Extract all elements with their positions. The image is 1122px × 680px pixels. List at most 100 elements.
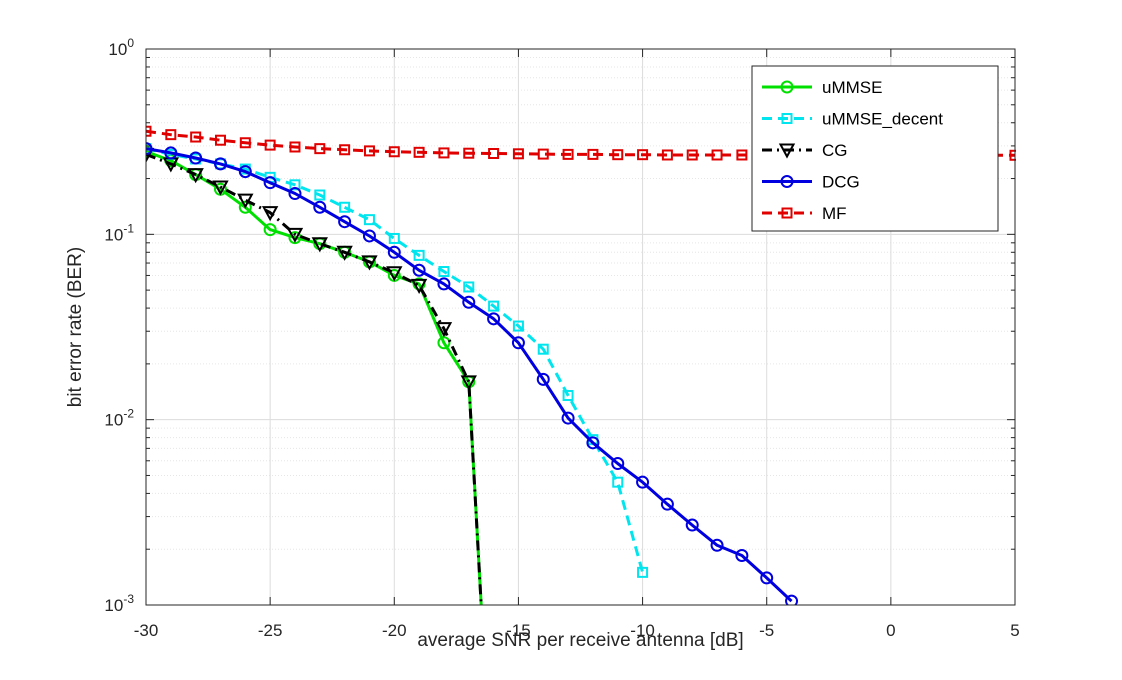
data-point [438,147,450,159]
data-point [239,137,251,149]
data-point [413,249,425,261]
legend-label: MF [822,204,847,223]
legend-marker [781,207,793,219]
legend-item: MF [762,204,847,223]
x-tick-label: -30 [134,621,159,640]
legend: uMMSE uMMSE_decent CG DCG MF [751,65,999,232]
data-point [214,134,226,146]
data-point [263,223,277,237]
series-line [146,147,793,603]
axis-ticks [145,48,1016,606]
data-point [339,201,351,213]
legend-label: uMMSE [822,78,882,97]
data-point [412,263,426,277]
data-point [488,300,500,312]
data-point [338,215,352,229]
data-point [313,200,327,214]
data-point [288,187,302,201]
data-point [212,180,229,196]
data-point [587,148,599,160]
data-point [314,143,326,155]
data-point [264,139,276,151]
y-tick-label: 10-3 [104,592,134,615]
minor-grid [146,56,1015,550]
data-point [636,475,650,489]
data-point [536,372,550,386]
data-point [488,147,500,159]
data-point [339,144,351,156]
data-point [165,129,177,141]
data-point [611,457,625,471]
data-point [562,390,574,402]
data-point [190,131,202,143]
y-tick-label: 10-2 [104,407,134,430]
x-tick-labels: -30 -25 -20 -15 -10 -5 0 5 [134,621,1020,640]
data-point [164,146,178,160]
legend-marker [781,113,793,124]
data-point [388,146,400,158]
data-point [289,141,301,153]
data-point [462,295,476,309]
x-tick-label: -10 [630,621,655,640]
data-point [637,149,649,161]
x-axis-label: average SNR per receive antenna [dB] [417,630,743,651]
data-point [586,436,600,450]
data-point [146,147,155,163]
data-point [386,266,403,282]
data-point [413,146,425,158]
y-tick-label: 100 [108,36,134,59]
data-point [187,168,204,184]
data-point [437,336,451,350]
legend-item: DCG [762,173,860,192]
data-point [736,149,748,161]
data-point [511,336,525,350]
data-point [336,245,353,261]
data-point [361,255,378,271]
data-point [685,518,699,532]
data-point [437,277,451,291]
data-point [512,148,524,160]
x-tick-label: -5 [759,621,774,640]
legend-item: CG [762,141,848,160]
y-axis-label: bit error rate (BER) [65,247,86,407]
legend-marker [778,143,796,159]
data-point [238,165,252,179]
legend-item: uMMSE [762,78,882,97]
data-point [686,149,698,161]
data-point [363,145,375,157]
data-point [463,147,475,159]
y-tick-label: 10-1 [104,221,134,244]
data-point [311,237,328,253]
x-tick-label: 0 [886,621,895,640]
data-point [537,343,549,355]
data-point [438,266,450,278]
data-point [562,148,574,160]
data-point [661,149,673,161]
x-tick-label: -20 [382,621,407,640]
data-point [412,277,426,291]
data-point [146,142,153,156]
data-point [612,476,624,488]
data-point [362,229,376,243]
x-tick-label: 5 [1010,621,1019,640]
legend-label: CG [822,141,848,160]
data-point [463,281,475,293]
series-line [146,150,483,605]
data-point [286,227,304,243]
y-tick-labels: 10-3 10-2 10-1 100 [104,36,134,615]
data-point [213,157,227,171]
data-point [460,375,477,391]
x-tick-label: -15 [506,621,531,640]
legend-marker [780,175,794,188]
data-point [512,320,524,332]
data-point [561,411,575,425]
data-point [660,497,674,511]
legend-marker [780,80,794,94]
data-point [314,189,326,201]
data-point [388,232,400,244]
legend-item: uMMSE_decent [762,110,943,129]
series-line [146,152,483,605]
data-point [637,566,649,578]
legend-label: uMMSE_decent [822,110,943,129]
